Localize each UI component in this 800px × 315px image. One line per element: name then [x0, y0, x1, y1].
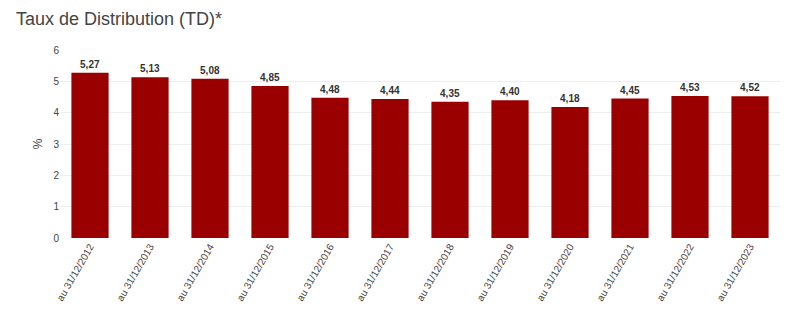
- svg-text:4,40: 4,40: [500, 86, 520, 97]
- svg-text:au 31/12/2017: au 31/12/2017: [355, 242, 397, 303]
- svg-text:au 31/12/2014: au 31/12/2014: [175, 242, 217, 303]
- svg-text:4,48: 4,48: [320, 84, 340, 95]
- svg-text:5,27: 5,27: [80, 59, 100, 70]
- svg-text:au 31/12/2019: au 31/12/2019: [475, 242, 517, 303]
- svg-text:5,08: 5,08: [200, 65, 220, 76]
- svg-text:au 31/12/2013: au 31/12/2013: [115, 242, 157, 303]
- svg-text:4,53: 4,53: [680, 82, 700, 93]
- svg-text:au 31/12/2018: au 31/12/2018: [415, 242, 457, 303]
- svg-text:6: 6: [53, 45, 59, 56]
- svg-text:4,35: 4,35: [440, 88, 460, 99]
- svg-text:au 31/12/2020: au 31/12/2020: [535, 242, 577, 303]
- svg-text:5,13: 5,13: [140, 63, 160, 74]
- svg-text:au 31/12/2021: au 31/12/2021: [595, 242, 637, 303]
- svg-text:%: %: [31, 138, 45, 149]
- svg-text:4,18: 4,18: [560, 93, 580, 104]
- svg-text:Taux de Distribution (TD)*: Taux de Distribution (TD)*: [16, 9, 222, 29]
- svg-text:3: 3: [53, 139, 59, 150]
- svg-text:au 31/12/2023: au 31/12/2023: [715, 242, 757, 303]
- svg-text:1: 1: [53, 201, 59, 212]
- svg-text:4,44: 4,44: [380, 85, 400, 96]
- svg-text:4,52: 4,52: [740, 82, 760, 93]
- svg-text:au 31/12/2016: au 31/12/2016: [295, 242, 337, 303]
- svg-text:au 31/12/2022: au 31/12/2022: [655, 242, 697, 303]
- svg-text:4: 4: [53, 107, 59, 118]
- svg-text:5: 5: [53, 76, 59, 87]
- svg-text:au 31/12/2012: au 31/12/2012: [55, 242, 97, 303]
- svg-text:4,45: 4,45: [620, 85, 640, 96]
- svg-text:0: 0: [53, 233, 59, 244]
- svg-text:4,85: 4,85: [260, 72, 280, 83]
- svg-text:2: 2: [53, 170, 59, 181]
- svg-text:au 31/12/2015: au 31/12/2015: [235, 242, 277, 303]
